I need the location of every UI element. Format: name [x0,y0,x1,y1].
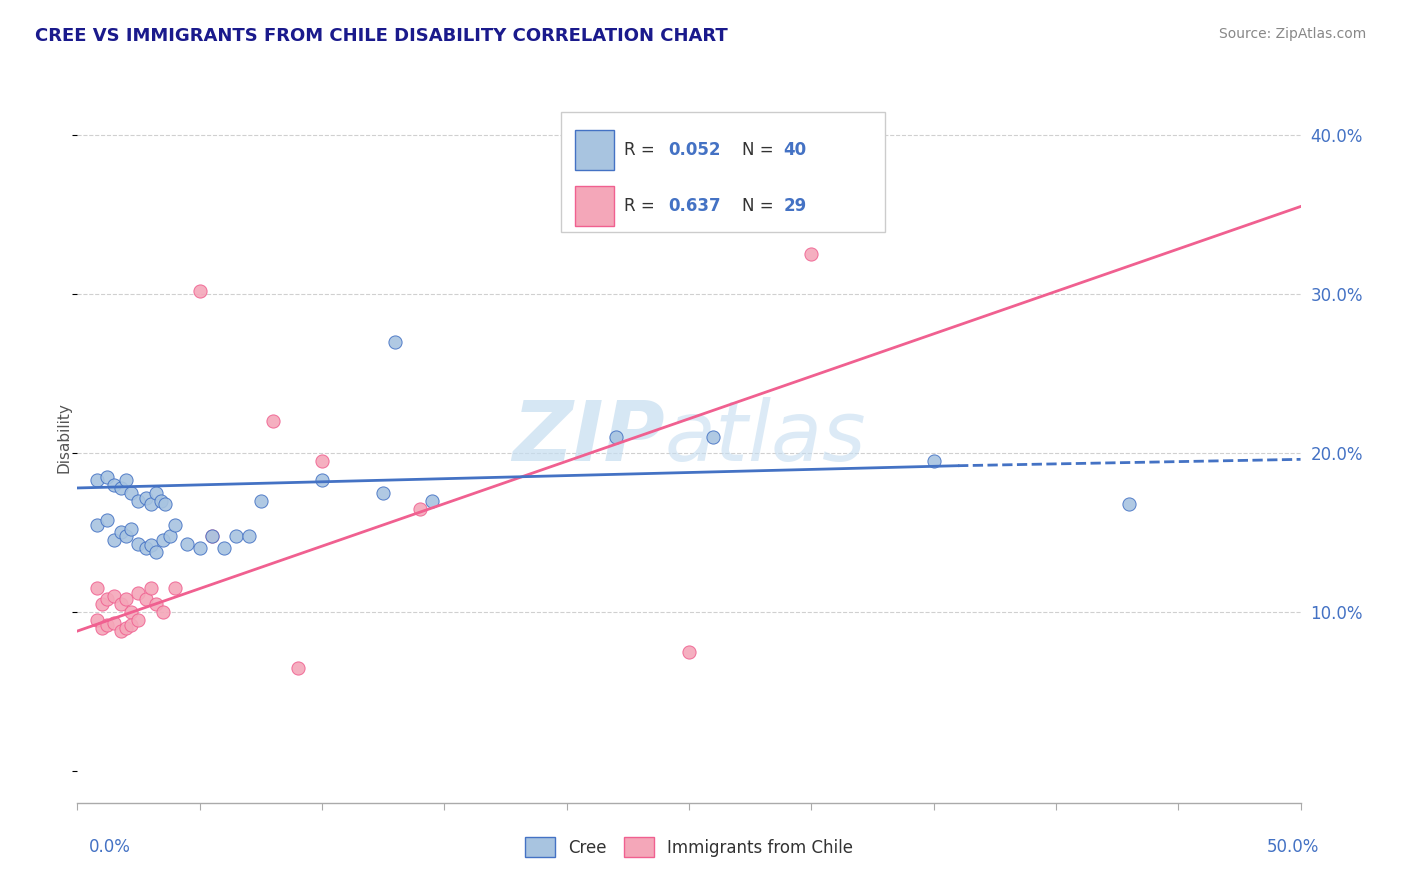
Point [96,592,118,607]
Point [127,536,149,550]
Text: CREE VS IMMIGRANTS FROM CHILE DISABILITY CORRELATION CHART: CREE VS IMMIGRANTS FROM CHILE DISABILITY… [35,27,728,45]
Point [420,493,443,508]
Point [384,334,406,349]
Point [262,414,284,428]
Text: R =: R = [624,141,659,159]
Point [127,586,149,600]
Point [115,592,138,607]
Point [110,481,132,495]
Point [135,541,157,556]
Point [145,597,167,611]
Point [86,613,108,627]
Text: 29: 29 [783,197,807,215]
Point [152,533,174,548]
Point [201,529,224,543]
Point [86,517,108,532]
Point [238,529,260,543]
Point [165,581,187,595]
Point [311,454,333,468]
Point [201,529,224,543]
Text: atlas: atlas [665,397,866,477]
Point [145,544,167,558]
Text: R =: R = [624,197,659,215]
Legend: Cree, Immigrants from Chile: Cree, Immigrants from Chile [519,830,859,864]
Point [115,621,138,635]
Point [139,497,162,511]
Point [212,541,235,556]
Point [165,517,187,532]
Point [110,624,132,638]
Y-axis label: Disability: Disability [56,401,72,473]
Point [120,617,142,632]
Point [139,538,162,552]
Point [103,477,125,491]
Point [127,613,149,627]
Point [922,454,945,468]
FancyBboxPatch shape [575,186,614,226]
Point [250,493,273,508]
Point [287,660,309,674]
Point [96,513,118,527]
Point [110,597,132,611]
Point [115,473,138,487]
Point [120,522,142,536]
Text: ZIP: ZIP [512,397,665,477]
Point [103,589,125,603]
Point [409,501,432,516]
Point [120,485,142,500]
Point [90,621,112,635]
Point [159,529,181,543]
Point [371,485,394,500]
Text: N =: N = [741,141,779,159]
Point [103,533,125,548]
Text: 0.637: 0.637 [668,197,721,215]
Point [127,493,149,508]
Text: Source: ZipAtlas.com: Source: ZipAtlas.com [1219,27,1367,41]
Point [115,529,138,543]
Point [145,485,167,500]
Point [188,541,211,556]
Point [149,493,172,508]
Text: 40: 40 [783,141,806,159]
Point [152,605,174,619]
Point [605,430,627,444]
Point [135,592,157,607]
Text: 50.0%: 50.0% [1267,838,1319,855]
Text: 0.0%: 0.0% [89,838,131,855]
Point [1118,497,1140,511]
Point [96,617,118,632]
Point [176,536,198,550]
Point [90,597,112,611]
Point [103,616,125,631]
Point [120,605,142,619]
Point [225,529,247,543]
FancyBboxPatch shape [575,130,614,170]
Point [702,430,724,444]
Point [110,525,132,540]
Point [96,470,118,484]
Point [155,497,177,511]
Point [678,645,700,659]
Text: 0.052: 0.052 [668,141,721,159]
Point [311,473,333,487]
Point [800,247,823,261]
Text: N =: N = [741,197,779,215]
Point [135,491,157,505]
FancyBboxPatch shape [561,112,884,232]
Point [86,581,108,595]
Point [139,581,162,595]
Point [86,473,108,487]
Point [188,284,211,298]
